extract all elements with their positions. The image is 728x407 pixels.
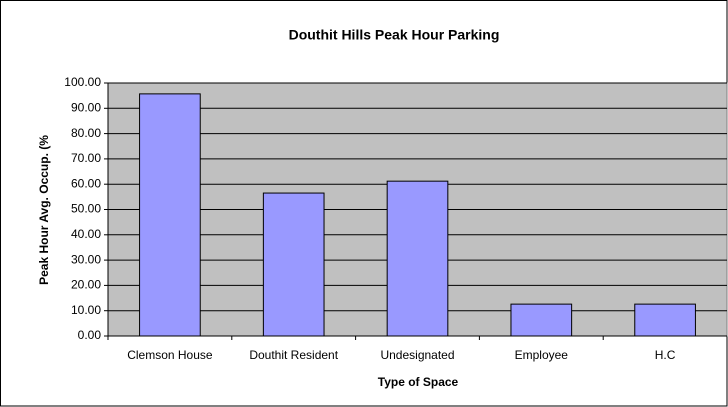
x-tick-label: Douthit Resident: [249, 348, 338, 362]
y-tick-label: 80.00: [71, 126, 101, 140]
y-tick-label: 10.00: [71, 303, 101, 317]
bar: [139, 93, 201, 337]
x-axis-title: Type of Space: [378, 375, 459, 389]
x-tick-label: Undesignated: [380, 348, 454, 362]
y-tick-label: 90.00: [71, 100, 101, 114]
y-tick-label: 40.00: [71, 227, 101, 241]
bar: [262, 192, 325, 337]
x-tick-label: Clemson House: [127, 348, 213, 362]
y-tick-label: 20.00: [71, 278, 101, 292]
bar: [634, 303, 696, 337]
bar: [510, 303, 573, 337]
chart-title: Douthit Hills Peak Hour Parking: [289, 27, 500, 43]
y-tick-label: 100.00: [64, 75, 101, 89]
y-axis-title: Peak Hour Avg. Occup. (%: [37, 135, 51, 285]
x-tick-label: Employee: [515, 348, 569, 362]
y-tick-label: 70.00: [71, 151, 101, 165]
x-tick-label: H.C: [655, 348, 676, 362]
y-tick-label: 30.00: [71, 252, 101, 266]
y-tick-label: 0.00: [78, 328, 102, 342]
y-tick-label: 50.00: [71, 202, 101, 216]
y-tick-label: 60.00: [71, 176, 101, 190]
bar: [386, 180, 449, 337]
